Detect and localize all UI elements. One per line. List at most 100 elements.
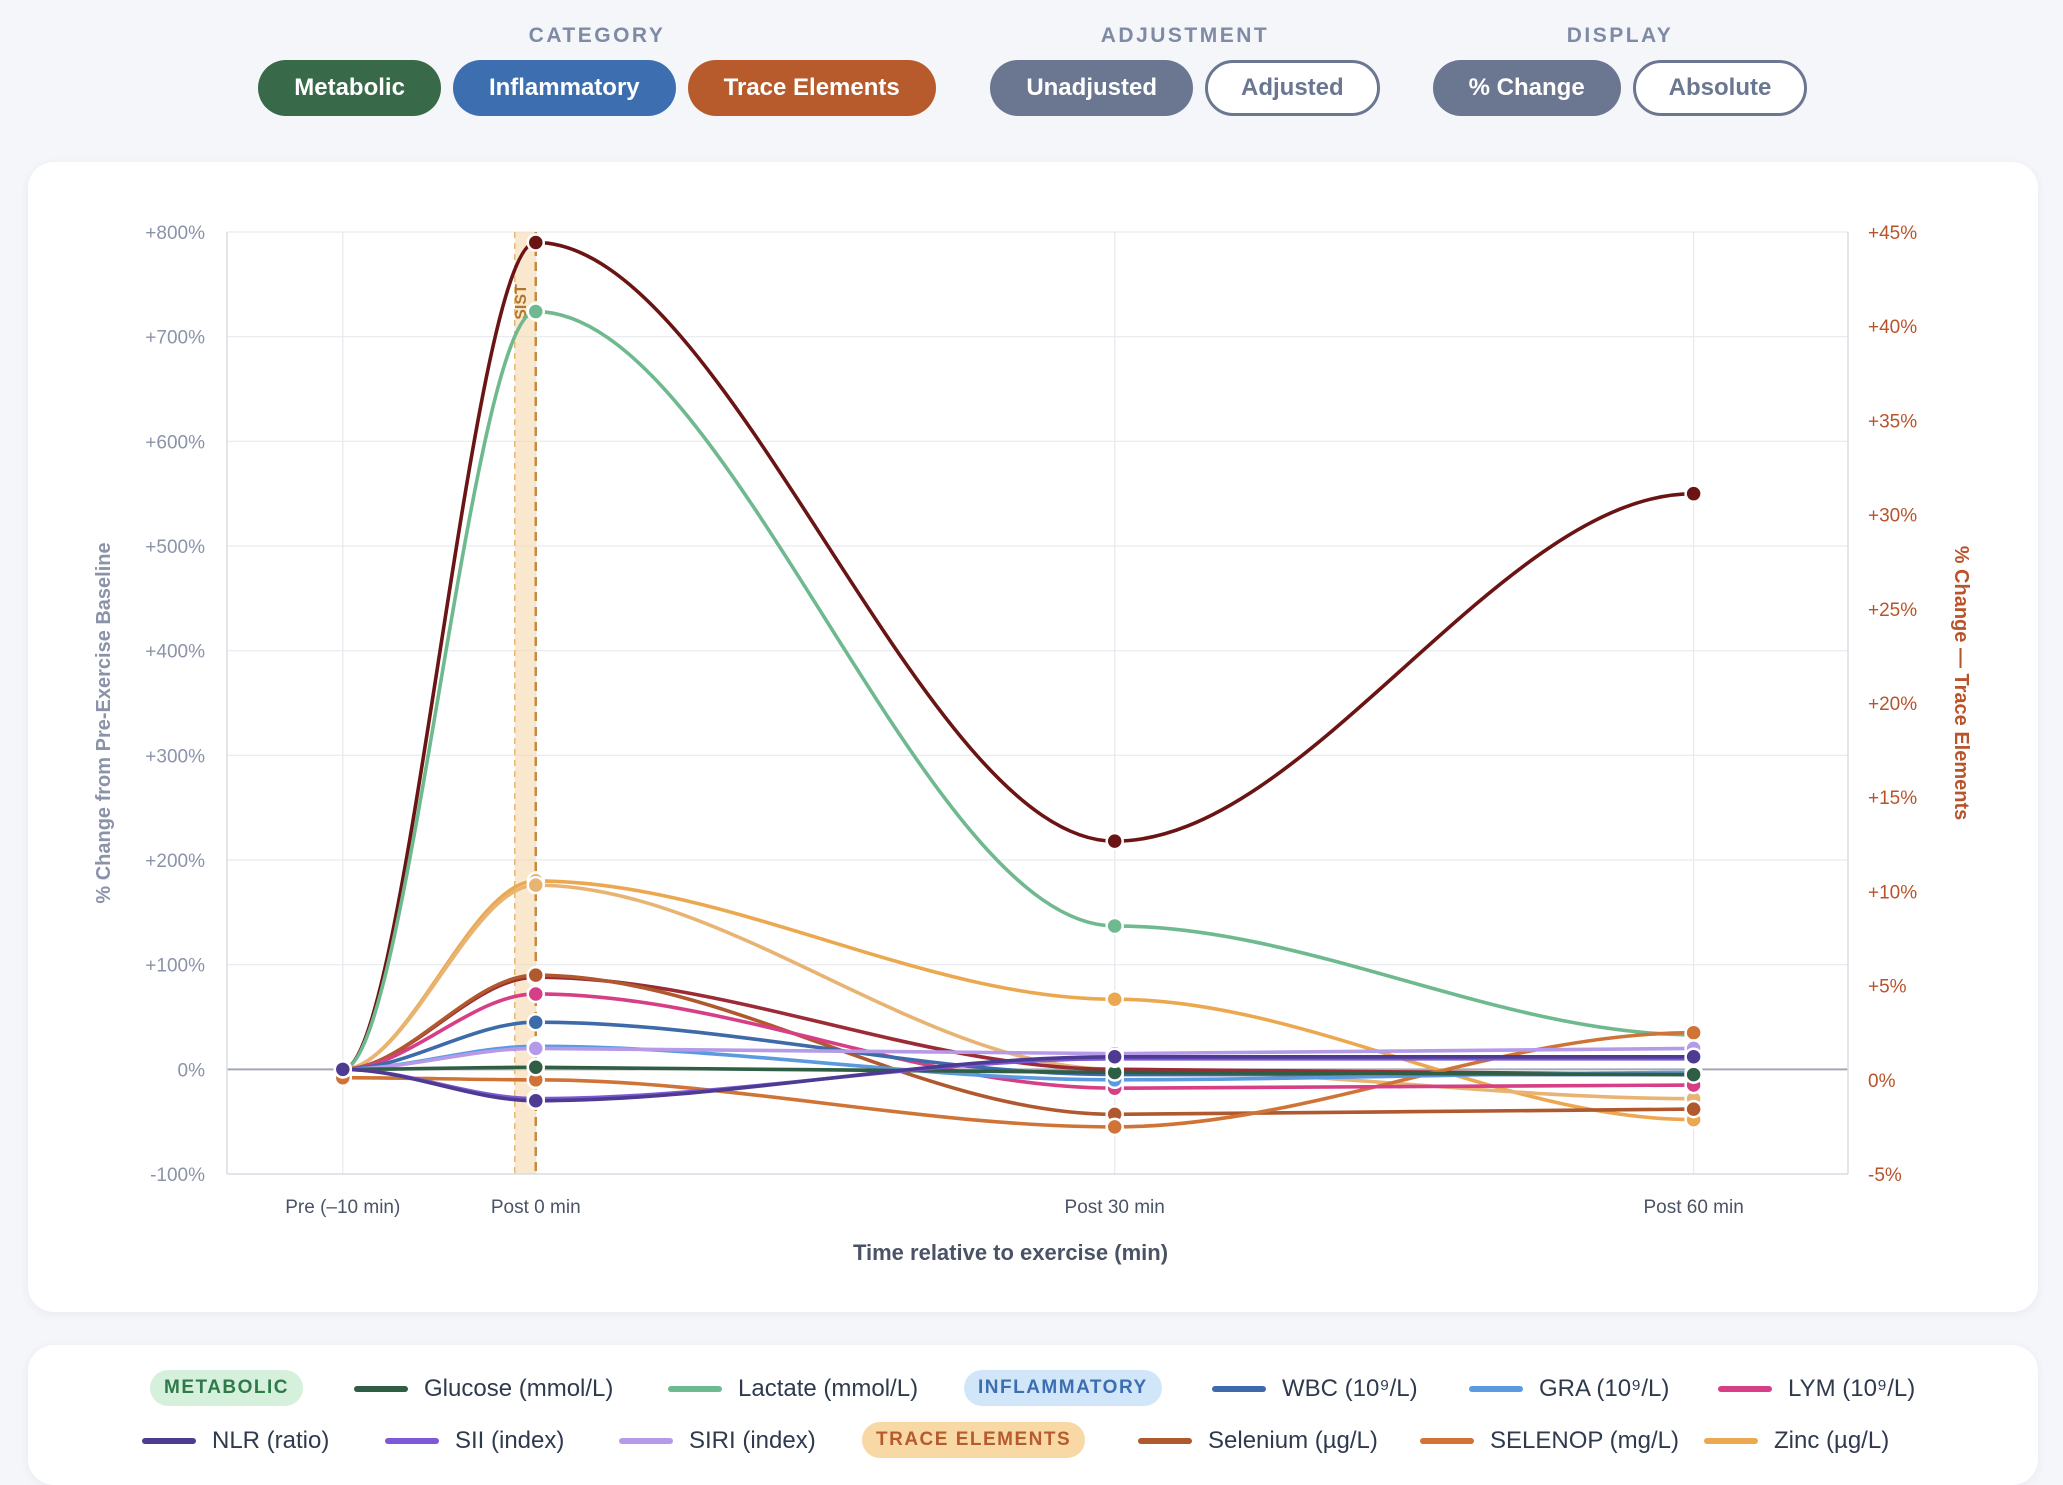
data-point [526,875,546,895]
legend-category-trace-elements: TRACE ELEMENTS [862,1422,1086,1458]
display-title: DISPLAY [1566,24,1674,47]
legend-label-glucose: Glucose (mmol/L) [424,1375,614,1402]
data-point [1684,1047,1703,1067]
legend-item-selenop[interactable]: SELENOP (mg/L) [1420,1421,1679,1461]
data-point [526,1039,546,1058]
category-control-group: CATEGORY Metabolic Inflammatory Trace El… [258,24,936,116]
legend-swatch-nlr [142,1438,196,1444]
y-tick-label-left: +100% [145,956,205,977]
legend-swatch-zinc [1704,1438,1758,1444]
legend-label-selenop: SELENOP (mg/L) [1490,1427,1679,1454]
legend-item-wbc[interactable]: WBC (10⁹/L) [1212,1369,1418,1409]
data-point [1684,484,1703,503]
display-control-group: DISPLAY % Change Absolute [1432,24,1808,116]
percent-change-button[interactable]: % Change [1432,60,1621,116]
x-tick-label: Post 60 min [1643,1197,1743,1218]
legend-swatch-selenop [1420,1438,1474,1444]
legend-swatch-gra [1469,1386,1523,1392]
series-line [340,992,1696,1090]
legend-label-zinc: Zinc (µg/L) [1774,1427,1890,1454]
y-tick-label-left: -100% [150,1165,205,1186]
legend-label-nlr: NLR (ratio) [212,1427,330,1454]
y-tick-label-right: +20% [1868,694,1917,715]
y-tick-label-left: +600% [145,432,205,453]
y-axis-title-left: % Change from Pre-Exercise Baseline [93,542,115,903]
y-tick-label-right: +45% [1868,223,1917,244]
metabolic-button[interactable]: Metabolic [258,60,441,116]
annotation-label: SIST [513,284,530,320]
data-point [1105,916,1124,936]
unadjusted-button[interactable]: Unadjusted [990,60,1193,116]
annotation-band [514,232,536,1174]
series-line [340,1054,1696,1103]
legend-swatch-lym [1718,1386,1772,1392]
data-point [526,1091,546,1110]
legend-item-lym[interactable]: LYM (10⁹/L) [1718,1369,1915,1409]
y-tick-label-left: +300% [145,746,205,767]
chart-card: -100% 0% +100% +200% +300% +400% +500% +600% +70… [28,162,2038,1312]
legend-swatch-glucose [354,1386,408,1392]
data-point [1105,831,1124,851]
data-point [1105,989,1124,1009]
legend-item-lactate[interactable]: Lactate (mmol/L) [668,1369,918,1409]
data-point [526,1057,546,1077]
legend-item-sii[interactable]: SII (index) [385,1421,564,1461]
absolute-button[interactable]: Absolute [1632,60,1808,116]
inflammatory-button[interactable]: Inflammatory [452,60,676,116]
y-tick-label-left: +500% [145,537,205,558]
legend-card: METABOLIC Glucose (mmol/L) Lactate (mmol… [28,1345,2038,1485]
legend-item-gra[interactable]: GRA (10⁹/L) [1469,1369,1669,1409]
legend-label-lactate: Lactate (mmol/L) [738,1375,919,1402]
legend-label-selenium: Selenium (µg/L) [1208,1427,1378,1454]
series-line [340,1046,1696,1072]
legend-item-nlr[interactable]: NLR (ratio) [142,1421,329,1461]
series-line [340,309,1696,1072]
legend-row-2: NLR (ratio) SII (index) SIRI (index) TRA… [28,1421,2038,1461]
legend-item-glucose[interactable]: Glucose (mmol/L) [354,1369,613,1409]
legend-label-siri: SIRI (index) [689,1427,816,1454]
data-point [1684,1023,1703,1042]
legend-swatch-wbc [1212,1386,1266,1392]
x-tick-label: Pre (–10 min) [285,1197,400,1218]
adjusted-button[interactable]: Adjusted [1205,60,1380,116]
legend-swatch-selenium [1138,1438,1192,1444]
series-line [340,1030,1696,1129]
data-point [526,302,546,321]
y-tick-label-right: 0% [1868,1071,1896,1092]
series-line [340,240,1696,1072]
data-point [526,984,546,1004]
legend-row-1: METABOLIC Glucose (mmol/L) Lactate (mmol… [28,1369,2038,1409]
legend-category-inflammatory: INFLAMMATORY [964,1370,1162,1406]
trace-elements-button[interactable]: Trace Elements [687,60,936,116]
legend-swatch-sii [385,1438,439,1444]
y-tick-label-left: +400% [145,642,205,663]
data-point [526,233,546,252]
data-point [333,1060,353,1079]
y-axis-title-right: % Change — Trace Elements [1950,546,1972,821]
x-tick-label: Post 0 min [491,1197,581,1218]
y-tick-label-right: +30% [1868,506,1917,527]
y-tick-label-left: 0% [178,1060,206,1081]
data-point [526,965,546,985]
data-point [526,1012,546,1032]
y-tick-label-right: +5% [1868,977,1907,998]
y-tick-label-left: +200% [145,851,205,872]
legend-swatch-lactate [668,1386,722,1392]
data-point [1105,1047,1124,1067]
legend-category-metabolic: METABOLIC [150,1370,304,1406]
legend-label-sii: SII (index) [455,1427,565,1454]
legend-item-selenium[interactable]: Selenium (µg/L) [1138,1421,1378,1461]
legend-item-siri[interactable]: SIRI (index) [619,1421,816,1461]
series-group [333,233,1703,1137]
data-point [1684,1065,1703,1084]
category-title: CATEGORY [528,24,666,47]
y-tick-label-right: +10% [1868,882,1917,903]
y-tick-label-right: +35% [1868,411,1917,432]
series-line [340,1065,1696,1077]
adjustment-title: ADJUSTMENT [1100,24,1270,47]
legend-item-zinc[interactable]: Zinc (µg/L) [1704,1421,1889,1461]
y-tick-label-right: +40% [1868,317,1917,338]
x-axis-title: Time relative to exercise (min) [853,1240,1168,1265]
x-tick-label: Post 30 min [1065,1197,1165,1218]
series-line [340,879,1696,1122]
